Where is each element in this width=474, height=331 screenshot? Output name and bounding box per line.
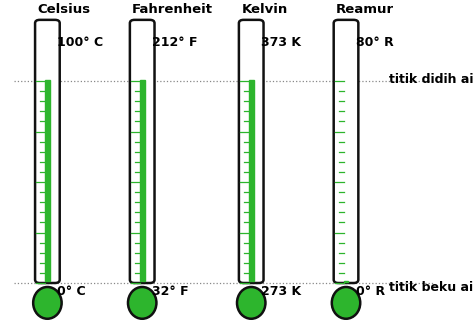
Text: titik didih air: titik didih air [389,73,474,86]
Ellipse shape [236,286,266,320]
Text: Celsius: Celsius [37,3,91,16]
Text: 32° F: 32° F [152,285,189,298]
Ellipse shape [33,287,62,319]
Text: 373 K: 373 K [261,36,301,49]
Text: titik beku air: titik beku air [389,281,474,295]
Bar [249,80,254,281]
Text: 80° R: 80° R [356,36,394,49]
Ellipse shape [128,287,156,319]
Text: Kelvin: Kelvin [241,3,288,16]
Bar [140,80,145,281]
Text: 273 K: 273 K [261,285,301,298]
Text: Reamur: Reamur [336,3,394,16]
Ellipse shape [332,287,360,319]
Bar [344,281,348,282]
FancyBboxPatch shape [334,20,358,283]
FancyBboxPatch shape [239,20,264,283]
Text: Fahrenheit: Fahrenheit [132,3,213,16]
FancyBboxPatch shape [35,20,60,283]
FancyBboxPatch shape [130,20,155,283]
Ellipse shape [127,286,157,320]
Ellipse shape [331,286,361,320]
Text: 100° C: 100° C [57,36,103,49]
Ellipse shape [237,287,265,319]
Text: 0° C: 0° C [57,285,86,298]
Bar [45,80,50,281]
Text: 212° F: 212° F [152,36,198,49]
Ellipse shape [32,286,63,320]
Text: 0° R: 0° R [356,285,385,298]
